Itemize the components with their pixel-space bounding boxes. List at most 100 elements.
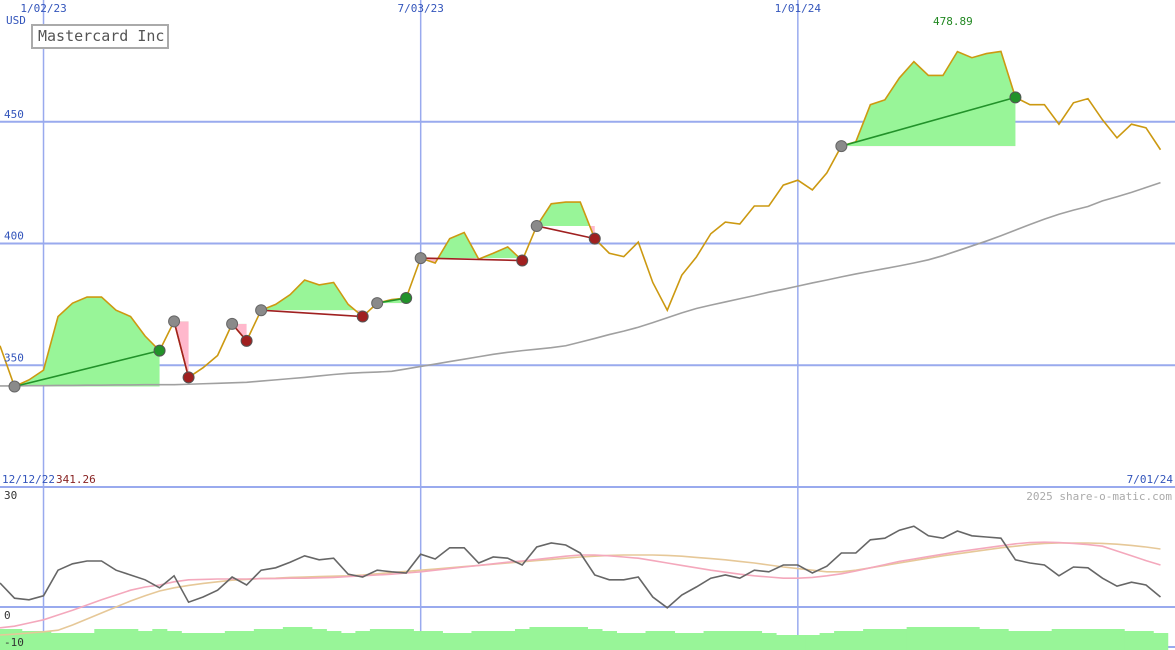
- bar: [108, 629, 124, 650]
- bar: [123, 629, 139, 650]
- bar: [1051, 629, 1067, 650]
- series-line: [0, 541, 1161, 629]
- bar: [543, 627, 559, 650]
- bar: [210, 633, 226, 650]
- bar: [689, 633, 705, 650]
- exit-marker: [240, 334, 253, 347]
- bar: [877, 629, 893, 650]
- bar: [427, 631, 443, 650]
- trade-areas: [14, 51, 1016, 387]
- bar: [674, 633, 690, 650]
- trade-line: [420, 257, 523, 262]
- bar: [166, 631, 182, 650]
- entry-marker: [255, 304, 268, 317]
- bar: [181, 633, 197, 650]
- source: 2025 share-o-matic.com: [1026, 490, 1172, 503]
- trade-marks: [8, 91, 1022, 393]
- bar: [732, 631, 748, 650]
- min-label: 341.26: [56, 473, 96, 486]
- x-range-start: 12/12/22: [2, 473, 55, 486]
- bar: [36, 631, 52, 650]
- bar: [195, 633, 211, 650]
- y2-tick-label: 0: [4, 609, 11, 622]
- bar: [718, 631, 734, 650]
- trade-area: [536, 202, 595, 226]
- bar: [979, 629, 995, 650]
- y2-tick-label: 30: [4, 489, 17, 502]
- max-label: 478.89: [933, 15, 973, 28]
- bar: [21, 631, 37, 650]
- y-tick-label: 350: [4, 351, 24, 364]
- bar: [500, 631, 516, 650]
- trade-line: [261, 309, 363, 318]
- bar: [1080, 629, 1096, 650]
- bar: [239, 631, 255, 650]
- exit-marker: [153, 344, 166, 357]
- bar: [311, 629, 327, 650]
- exit-marker: [356, 310, 369, 323]
- bar: [152, 629, 168, 650]
- trade-line: [536, 225, 595, 240]
- x-tick-label: 1/01/24: [775, 2, 822, 15]
- bar: [747, 631, 763, 650]
- bar: [253, 629, 269, 650]
- bar: [834, 631, 850, 650]
- x-tick-label: 1/02/23: [20, 2, 66, 15]
- bar: [282, 627, 298, 650]
- entry-marker: [371, 297, 384, 310]
- bar: [79, 633, 95, 650]
- trade-area: [261, 280, 363, 311]
- bar: [94, 629, 110, 650]
- bar: [761, 633, 777, 650]
- entry-marker: [8, 380, 21, 393]
- bar: [848, 631, 864, 650]
- trade-area: [841, 51, 1016, 147]
- entry-marker: [414, 252, 427, 265]
- entry-marker: [835, 140, 848, 153]
- series-line: [0, 181, 1161, 387]
- trade-line: [173, 321, 190, 378]
- bar: [471, 631, 487, 650]
- trade-line: [841, 96, 1016, 147]
- series-line: [0, 525, 1162, 609]
- entry-marker: [226, 317, 239, 330]
- bar: [456, 633, 472, 650]
- bar: [398, 629, 414, 650]
- bar: [616, 633, 632, 650]
- y-axis-unit: USD: [6, 14, 26, 27]
- x-tick-label: 7/03/23: [397, 2, 443, 15]
- bar: [1066, 629, 1082, 650]
- trade-line: [14, 349, 160, 388]
- bar: [645, 631, 661, 650]
- bar: [1095, 629, 1111, 650]
- bar: [1037, 631, 1053, 650]
- bar: [1138, 631, 1154, 650]
- exit-marker: [182, 371, 195, 384]
- bar: [369, 629, 385, 650]
- bar: [529, 627, 545, 650]
- bar: [964, 627, 980, 650]
- bar: [326, 631, 342, 650]
- bar: [776, 635, 792, 650]
- title-box: [31, 24, 169, 49]
- exit-marker: [400, 292, 413, 305]
- exit-marker: [1009, 91, 1022, 104]
- bar: [602, 631, 618, 650]
- bar: [1022, 631, 1038, 650]
- bar: [587, 629, 603, 650]
- bar: [442, 633, 458, 650]
- bar: [224, 631, 240, 650]
- bar: [935, 627, 951, 650]
- bar: [1109, 629, 1125, 650]
- bar: [660, 631, 676, 650]
- series-line: [0, 542, 1161, 636]
- bar: [631, 633, 647, 650]
- bar: [1153, 633, 1169, 650]
- bar: [572, 627, 588, 650]
- bar: [863, 629, 879, 650]
- bar: [384, 629, 400, 650]
- y-tick-label: 400: [4, 230, 24, 243]
- y-tick-label: 450: [4, 108, 24, 121]
